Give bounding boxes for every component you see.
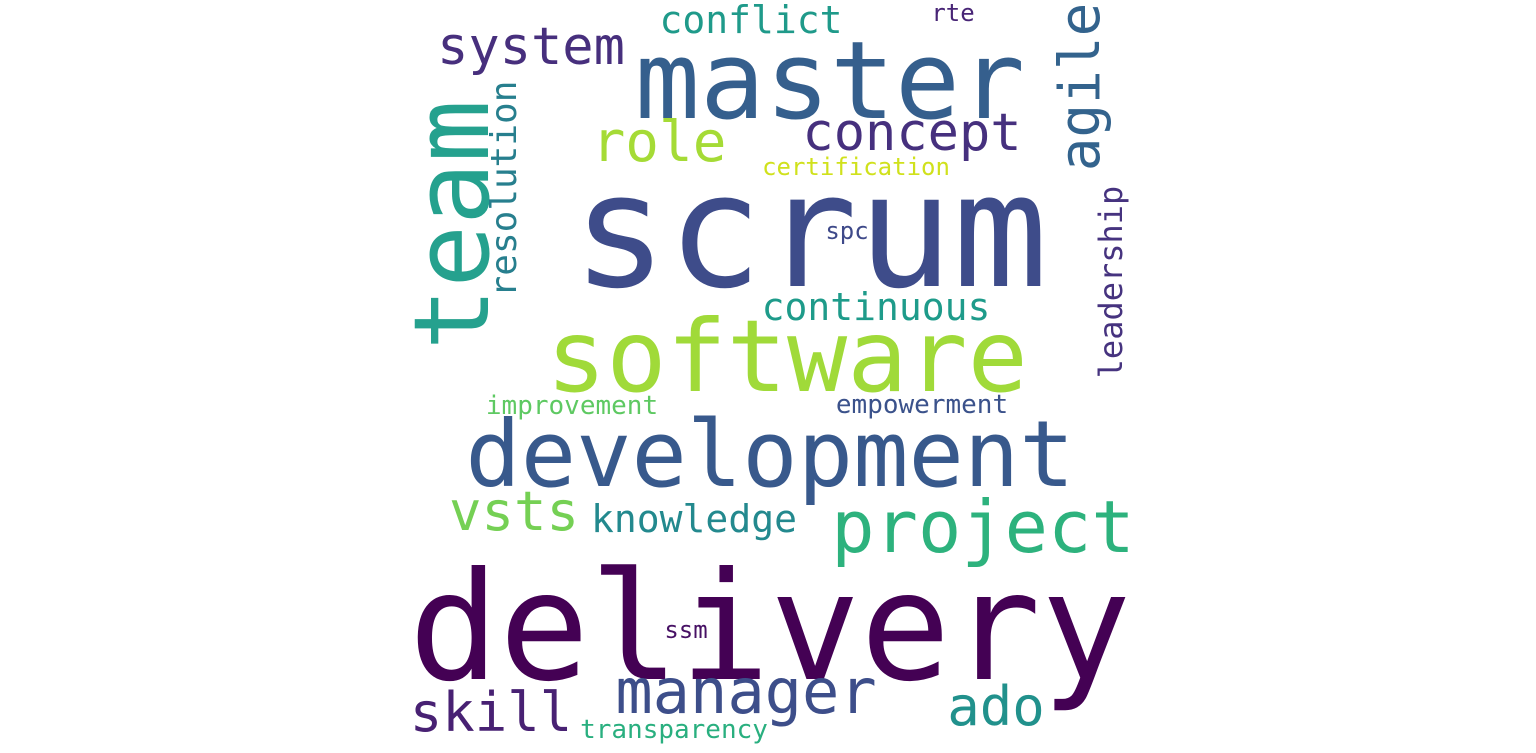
word-continuous: continuous [761, 285, 991, 329]
word-role: role [591, 110, 727, 175]
word-master: master [634, 19, 1026, 144]
word-conflict: conflict [659, 0, 843, 42]
word-delivery: delivery [408, 541, 1132, 715]
word-leadership: leadership [1092, 185, 1130, 379]
word-empowerment: empowerment [835, 390, 1009, 420]
word-resolution: resolution [484, 80, 525, 298]
word-ado: ado [947, 675, 1045, 738]
word-knowledge: knowledge [591, 497, 797, 541]
word-improvement: improvement [485, 391, 659, 421]
word-development: development [465, 401, 1075, 508]
word-manager: manager [615, 655, 877, 728]
word-transparency: transparency [580, 715, 768, 745]
word-rte: rte [931, 0, 975, 27]
word-project: project [831, 485, 1135, 569]
word-skill: skill [409, 681, 573, 744]
word-ssm: ssm [664, 616, 708, 644]
word-certification: certification [762, 153, 950, 181]
word-vsts: vsts [448, 480, 580, 543]
word-agile: agile [1048, 2, 1113, 172]
word-software: software [546, 298, 1028, 415]
word-concept: concept [802, 103, 1022, 163]
word-spc: spc [825, 217, 869, 245]
word-scrum: scrum [572, 140, 1048, 324]
word-system: system [437, 17, 625, 77]
